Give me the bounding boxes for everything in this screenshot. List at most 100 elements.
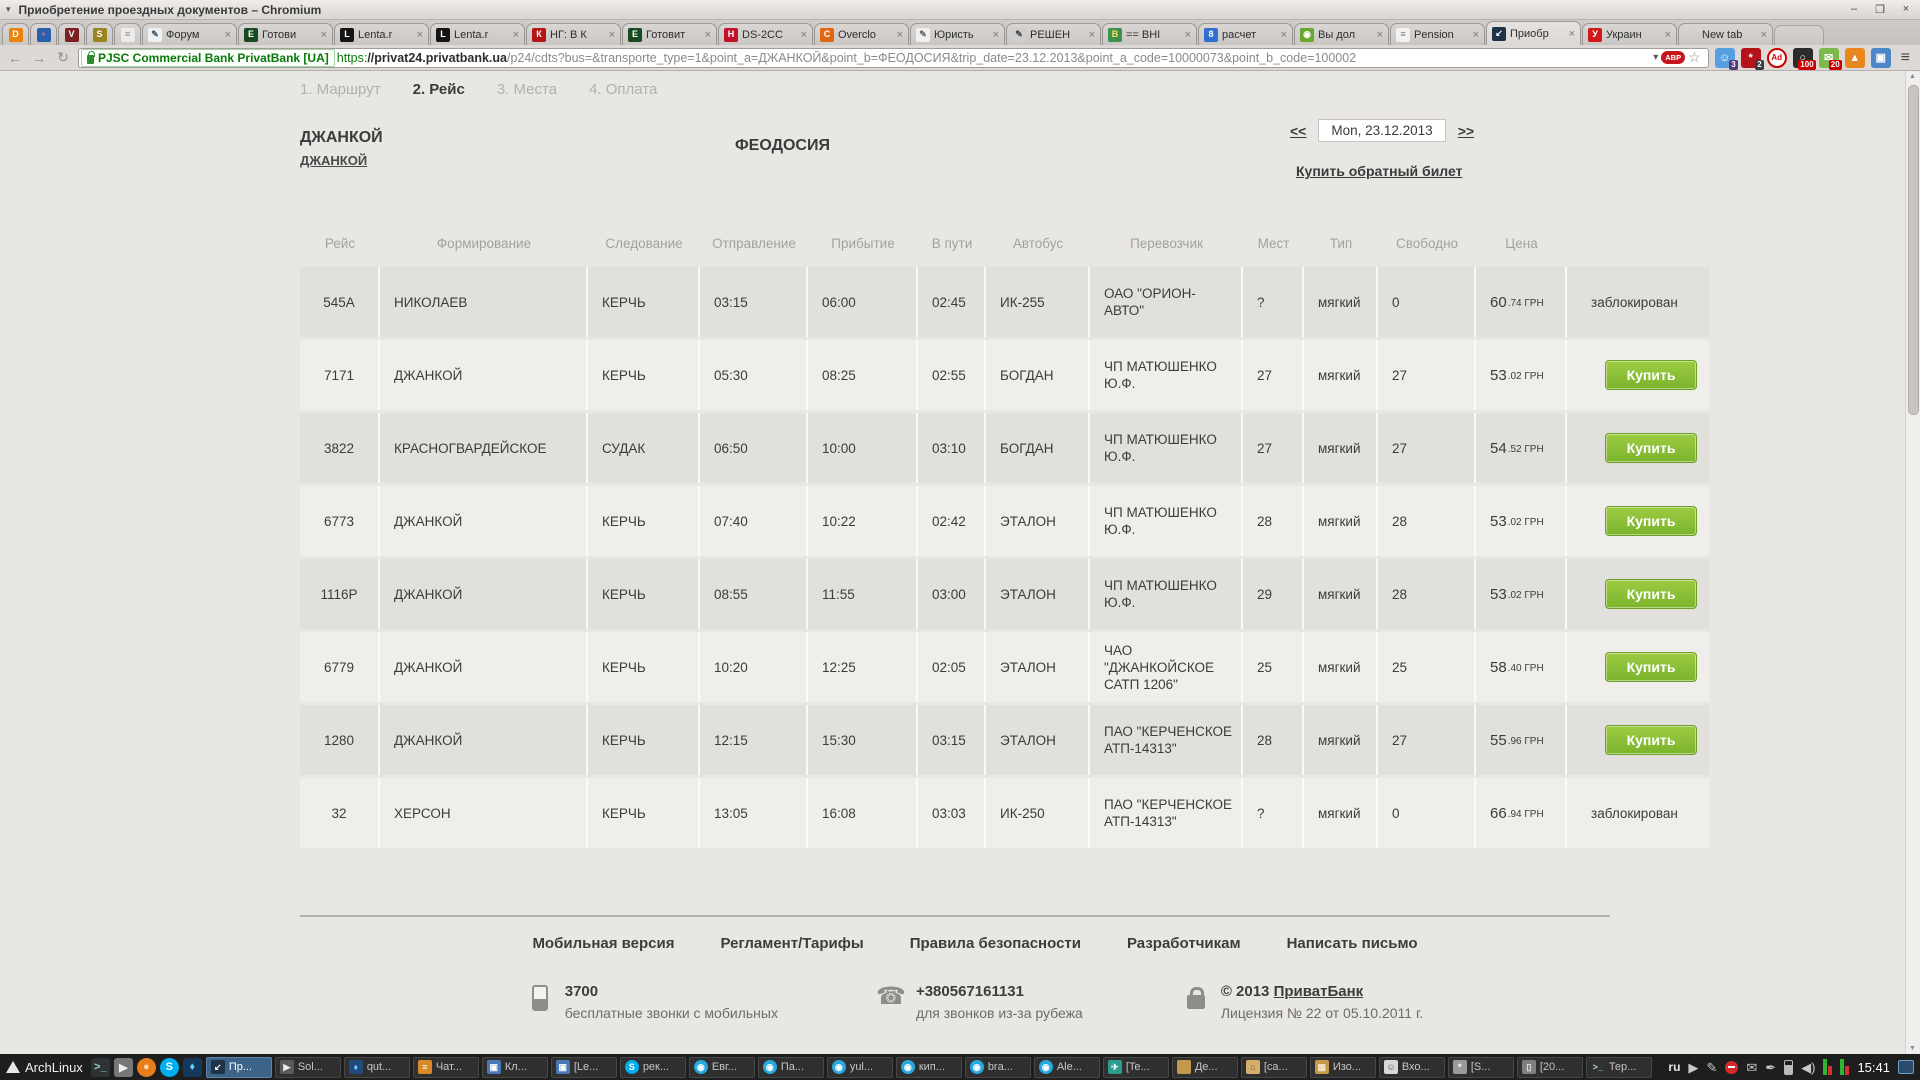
trip-date[interactable]: Mon, 23.12.2013	[1318, 119, 1446, 142]
browser-tab[interactable]: 8 расчет ×	[1198, 23, 1293, 45]
back-icon[interactable]: ←	[8, 49, 22, 66]
window-menu-icon[interactable]: ▾	[6, 4, 11, 14]
tab-close-icon[interactable]: ×	[224, 28, 231, 41]
tab-close-icon[interactable]: ×	[800, 28, 807, 41]
page-scrollbar[interactable]	[1905, 71, 1920, 1054]
footer-link[interactable]: Мобильная версия	[532, 935, 675, 952]
browser-tab[interactable]: ✎ Форум ×	[142, 23, 237, 45]
tab-close-icon[interactable]: ×	[512, 28, 519, 41]
privatbank-link[interactable]: ПриватБанк	[1273, 983, 1364, 1000]
tab-close-icon[interactable]: ×	[1664, 28, 1671, 41]
taskbar-window-button[interactable]: * [S...	[1447, 1056, 1514, 1078]
footer-link[interactable]: Правила безопасности	[909, 935, 1081, 952]
buy-button[interactable]: Купить	[1605, 433, 1697, 463]
route-from-link[interactable]: ДЖАНКОЙ	[300, 153, 368, 168]
ev-certificate-badge[interactable]: PJSC Commercial Bank PrivatBank [UA]	[81, 48, 335, 67]
flame-launcher[interactable]: ♦	[182, 1057, 202, 1077]
browser-tab[interactable]: New tab ×	[1678, 23, 1773, 45]
extension-fox-icon[interactable]: ▲	[1844, 47, 1865, 68]
arch-menu[interactable]: ArchLinux	[6, 1060, 83, 1075]
pinned-tab[interactable]: +	[30, 23, 57, 45]
browser-tab[interactable]: L Lenta.r ×	[334, 23, 429, 45]
buy-return-ticket-link[interactable]: Купить обратный билет	[1296, 163, 1463, 179]
taskbar-window-button[interactable]: ↙ Пр...	[205, 1056, 272, 1078]
browser-tab[interactable]: Е Готови ×	[238, 23, 333, 45]
browser-tab[interactable]: У Украин ×	[1582, 23, 1677, 45]
url-dropdown-icon[interactable]: ▾	[1653, 52, 1659, 63]
close-button[interactable]: ×	[1902, 3, 1910, 15]
tray-pen-icon[interactable]: ✒	[1765, 1059, 1777, 1075]
new-tab-button[interactable]	[1774, 25, 1824, 45]
taskbar-window-button[interactable]: ✈ [Te...	[1102, 1056, 1169, 1078]
browser-tab[interactable]: H DS-2CC ×	[718, 23, 813, 45]
terminal-launcher[interactable]: >_	[90, 1057, 110, 1077]
prev-day-link[interactable]: <<	[1290, 122, 1307, 139]
tab-close-icon[interactable]: ×	[1472, 28, 1479, 41]
pinned-tab[interactable]: S	[86, 23, 113, 45]
reload-icon[interactable]: ↻	[57, 49, 69, 65]
tray-display-icon[interactable]	[1898, 1060, 1914, 1074]
tab-close-icon[interactable]: ×	[1088, 28, 1095, 41]
taskbar-window-button[interactable]: ▣ [Le...	[550, 1056, 617, 1078]
taskbar-window-button[interactable]: ◉ Евг...	[688, 1056, 755, 1078]
buy-button[interactable]: Купить	[1605, 579, 1697, 609]
buy-button[interactable]: Купить	[1605, 725, 1697, 755]
taskbar-window-button[interactable]: ▶ Sol...	[274, 1056, 341, 1078]
buy-button[interactable]: Купить	[1605, 360, 1697, 390]
tab-close-icon[interactable]: ×	[896, 28, 903, 41]
tray-volume-icon[interactable]: ◀)	[1801, 1059, 1816, 1075]
forward-icon[interactable]: →	[32, 49, 46, 66]
extension-mail-icon[interactable]: ✉ 20	[1818, 47, 1842, 70]
firefox-launcher[interactable]: ●	[136, 1057, 156, 1077]
browser-tab[interactable]: В == ВНІ ×	[1102, 23, 1197, 45]
taskbar-window-button[interactable]: ◉ Па...	[757, 1056, 824, 1078]
taskbar-clock[interactable]: 15:41	[1857, 1059, 1890, 1075]
maximize-button[interactable]: ❐	[1875, 4, 1885, 16]
taskbar-window-button[interactable]: ◉ кип...	[895, 1056, 962, 1078]
buy-button[interactable]: Купить	[1605, 506, 1697, 536]
extension-asterisk-icon[interactable]: * 2	[1740, 47, 1764, 70]
browser-tab[interactable]: ↙ Приобр ×	[1486, 21, 1581, 45]
taskbar-window-button[interactable]: ▣ Кл...	[481, 1056, 548, 1078]
tray-mail-icon[interactable]: ✉	[1746, 1059, 1758, 1075]
taskbar-window-button[interactable]: >_ Тер...	[1585, 1056, 1652, 1078]
taskbar-window-button[interactable]: ♦ qut...	[343, 1056, 410, 1078]
tray-battery-icon[interactable]	[1784, 1059, 1794, 1075]
taskbar-window-button[interactable]: ◉ yul...	[826, 1056, 893, 1078]
scrollbar-thumb[interactable]	[1908, 85, 1919, 415]
keyboard-layout-indicator[interactable]: ru	[1668, 1060, 1681, 1074]
browser-tab[interactable]: К НГ: В К ×	[526, 23, 621, 45]
footer-link[interactable]: Регламент/Тарифы	[720, 935, 864, 952]
taskbar-window-button[interactable]: ≡ Чат...	[412, 1056, 479, 1078]
skype-launcher[interactable]: S	[159, 1057, 179, 1077]
browser-tab[interactable]: ◉ Вы дол ×	[1294, 23, 1389, 45]
taskbar-window-button[interactable]: ☺ Вхо...	[1378, 1056, 1445, 1078]
extension-ghost-icon[interactable]: ☺ 3	[1714, 47, 1738, 70]
tray-record-icon[interactable]	[1725, 1060, 1739, 1074]
footer-link[interactable]: Написать письмо	[1286, 935, 1418, 952]
browser-tab[interactable]: ✎ РЕШЕН ×	[1006, 23, 1101, 45]
footer-link[interactable]: Разработчикам	[1127, 935, 1241, 952]
browser-tab[interactable]: ≡ Pension ×	[1390, 23, 1485, 45]
taskbar-window-button[interactable]: ▦ Изо...	[1309, 1056, 1376, 1078]
browser-tab[interactable]: L Lenta.r ×	[430, 23, 525, 45]
extension-screens-icon[interactable]: ▣	[1870, 47, 1891, 68]
tab-close-icon[interactable]: ×	[1376, 28, 1383, 41]
tab-close-icon[interactable]: ×	[1568, 27, 1575, 40]
taskbar-window-button[interactable]: ◉ bra...	[964, 1056, 1031, 1078]
taskbar-window-button[interactable]: Де...	[1171, 1056, 1238, 1078]
omnibox[interactable]: PJSC Commercial Bank PrivatBank [UA] htt…	[78, 47, 1709, 68]
pinned-tab[interactable]: V	[58, 23, 85, 45]
next-day-link[interactable]: >>	[1457, 122, 1475, 139]
browser-menu-icon[interactable]: ≡	[1900, 48, 1910, 66]
tab-close-icon[interactable]: ×	[608, 28, 615, 41]
browser-tab[interactable]: C Overclo ×	[814, 23, 909, 45]
taskbar-window-button[interactable]: ◉ Ale...	[1033, 1056, 1100, 1078]
tab-close-icon[interactable]: ×	[704, 28, 711, 41]
play-launcher[interactable]: ▶	[113, 1057, 133, 1077]
url-text[interactable]: https://privat24.privatbank.ua/p24/cdts?…	[336, 50, 1357, 65]
taskbar-window-button[interactable]: ▯ [20...	[1516, 1056, 1583, 1078]
tray-draw-icon[interactable]: ✎	[1706, 1059, 1718, 1075]
browser-tab[interactable]: ✎ Юристь ×	[910, 23, 1005, 45]
